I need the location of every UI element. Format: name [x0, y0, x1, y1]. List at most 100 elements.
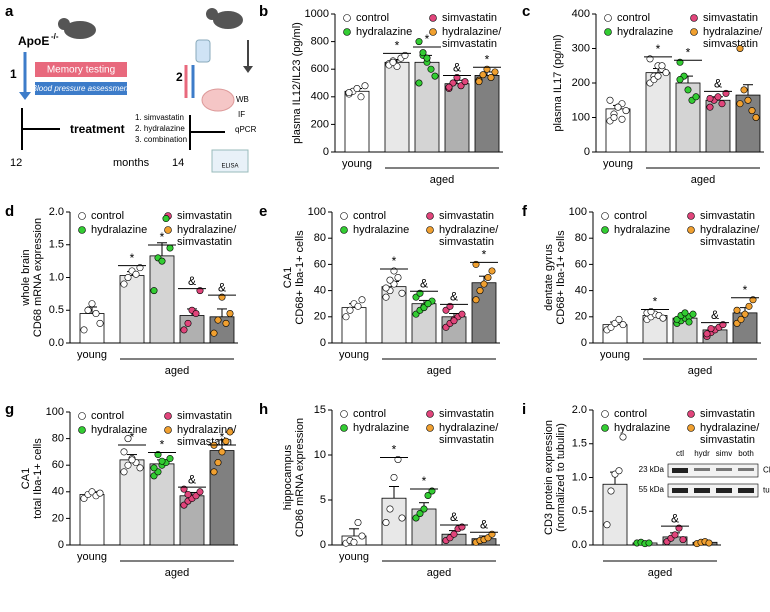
data-point — [707, 325, 715, 333]
legend-marker — [340, 212, 348, 220]
data-point — [606, 96, 614, 104]
unit: months — [113, 157, 150, 169]
legend-label: simvastatin — [439, 408, 494, 420]
data-point — [158, 257, 166, 265]
drug: 1. simvastatin — [135, 113, 184, 122]
data-point — [705, 539, 713, 547]
y-tick-label: 600 — [311, 63, 329, 75]
iv-bag — [195, 39, 211, 63]
x-tick-label: young — [77, 551, 107, 563]
significance-marker: * — [160, 230, 165, 244]
data-point — [659, 314, 667, 322]
y-tick-label: 400 — [572, 8, 590, 20]
legend-marker — [343, 28, 351, 36]
y-tick-label: 2.0 — [572, 404, 587, 416]
data-point — [622, 107, 630, 115]
blot-size: 23 kDa — [639, 465, 665, 474]
data-point — [487, 73, 495, 81]
data-point — [158, 457, 166, 465]
data-point — [346, 306, 354, 314]
legend-label: simvastatin — [177, 210, 232, 222]
y-axis-label: hippocampus — [282, 444, 294, 510]
legend-line: hydralazine/ — [439, 422, 499, 434]
y-axis-label: CD3 protein expression — [543, 420, 555, 535]
y-axis-label: (normalized to tubulin) — [555, 423, 567, 532]
legend-marker — [601, 212, 609, 220]
blot-lane: ctl — [676, 449, 684, 458]
blot-band — [738, 488, 754, 493]
legend-label: control — [353, 408, 386, 420]
data-point — [398, 289, 406, 297]
legend-label: simvastatin — [700, 408, 755, 420]
data-point — [398, 514, 406, 522]
significance-marker: * — [422, 474, 427, 488]
y-tick-label: 40 — [575, 285, 587, 297]
legend-marker — [426, 410, 434, 418]
data-point — [419, 49, 427, 57]
panel-label: c — [522, 3, 530, 20]
legend-marker — [601, 424, 609, 432]
data-point — [96, 319, 104, 327]
legend-label: hydralazine — [353, 224, 409, 236]
panel-label: h — [259, 401, 268, 418]
blot-lane: hydr — [694, 449, 710, 458]
data-point — [358, 296, 366, 304]
data-point — [162, 215, 170, 223]
data-point — [150, 287, 158, 295]
arrow — [243, 66, 253, 73]
data-point — [166, 244, 174, 252]
y-tick-label: 0.5 — [49, 304, 64, 316]
legend-label: hydralazine — [614, 224, 670, 236]
data-point — [342, 313, 350, 321]
data-point — [136, 464, 144, 472]
legend-marker — [164, 226, 172, 234]
group-label: aged — [165, 567, 189, 579]
panel-a: a ApoE -/- 1 Memory testing Blood pressu… — [5, 3, 257, 173]
group-label: aged — [430, 174, 454, 186]
data-point — [354, 518, 362, 526]
y-tick-label: 80 — [52, 433, 64, 445]
y-tick-label: 0 — [320, 539, 326, 551]
data-point — [744, 96, 752, 104]
y-axis-label: CD68 mRNA expression — [32, 218, 44, 337]
significance-marker: * — [220, 430, 225, 444]
data-point — [603, 521, 611, 529]
bar — [341, 307, 367, 344]
y-axis-label: whole brain — [20, 249, 32, 306]
legend-marker — [601, 226, 609, 234]
panel-label: b — [259, 3, 268, 20]
data-point — [491, 68, 499, 76]
group-label: aged — [648, 567, 672, 579]
bar — [471, 282, 497, 344]
data-point — [350, 538, 358, 546]
bar — [675, 82, 701, 153]
data-point — [737, 315, 745, 323]
y-tick-label: 20 — [314, 311, 326, 323]
box-text: Blood pressure assessment — [32, 84, 131, 93]
legend-marker — [340, 424, 348, 432]
bar — [209, 450, 235, 546]
data-point — [733, 306, 741, 314]
legend-label: hydralazine/simvastatin — [442, 26, 502, 50]
data-point — [706, 103, 714, 111]
significance-marker: * — [485, 52, 490, 66]
data-point — [450, 317, 458, 325]
legend-label: hydralazine — [91, 224, 147, 236]
panel-label: d — [5, 203, 14, 220]
data-point — [357, 93, 365, 101]
drug: 3. combination — [135, 135, 187, 144]
y-tick-label: 200 — [311, 118, 329, 130]
data-point — [386, 505, 394, 513]
data-point — [615, 315, 623, 323]
y-axis-label: CD86 mRNA expression — [294, 418, 306, 537]
box — [35, 62, 127, 77]
drug: 2. hydralazine — [135, 124, 185, 133]
significance-marker: * — [653, 295, 658, 309]
data-point — [618, 115, 626, 123]
data-point — [353, 85, 361, 93]
legend-marker — [78, 226, 86, 234]
data-point — [390, 473, 398, 481]
blot-lane: simv — [716, 449, 732, 458]
arrow — [19, 92, 31, 100]
data-point — [736, 100, 744, 108]
